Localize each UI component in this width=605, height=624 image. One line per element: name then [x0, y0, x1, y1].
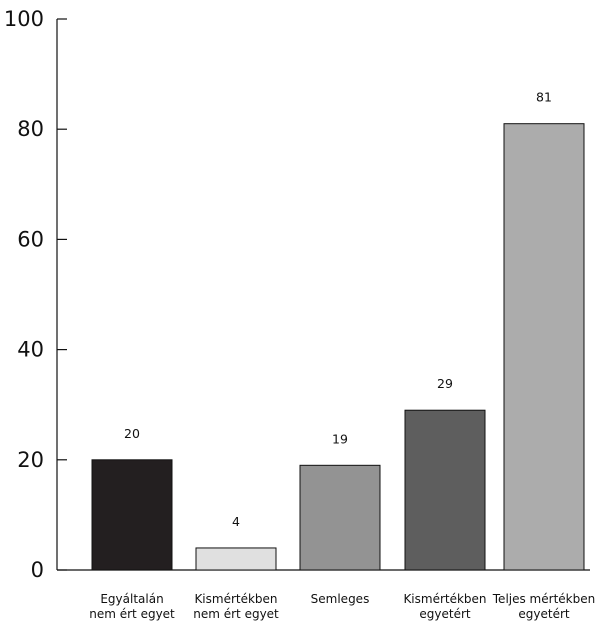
category-label-line: nem ért egyet	[193, 607, 279, 621]
category-label-line: egyetért	[518, 607, 570, 621]
category-label: Egyáltalán nem ért egyet	[89, 592, 175, 621]
category-label: Semleges	[311, 592, 370, 606]
category-label: Kismértékben nem ért egyet	[193, 592, 279, 621]
y-tick-label: 80	[17, 117, 44, 141]
bar	[299, 464, 381, 571]
y-tick-label: 60	[17, 227, 44, 251]
bars	[91, 123, 585, 571]
category-label-line: Kismértékben	[194, 592, 277, 606]
y-tick-label: 100	[4, 7, 44, 31]
category-label: Kismértékben egyetért	[403, 592, 486, 621]
category-label-line: Teljes mértékben	[492, 592, 595, 606]
bar	[91, 459, 173, 571]
category-label-line: egyetért	[419, 607, 471, 621]
y-tick-label: 20	[17, 448, 44, 472]
data-label: 4	[232, 514, 240, 529]
bar	[404, 409, 486, 571]
category-label-line: nem ért egyet	[89, 607, 175, 621]
category-label: Teljes mértékben egyetért	[492, 592, 595, 621]
bar	[195, 547, 277, 571]
data-label: 81	[536, 90, 552, 105]
data-label: 29	[437, 376, 453, 391]
data-label: 20	[124, 426, 140, 441]
category-label-line: Egyáltalán	[100, 592, 163, 606]
data-label: 19	[332, 431, 348, 446]
y-tick-label: 0	[31, 558, 44, 582]
y-tick-label: 40	[17, 338, 44, 362]
category-label-line: Semleges	[311, 592, 370, 606]
category-label-line: Kismértékben	[403, 592, 486, 606]
bar	[503, 123, 585, 571]
